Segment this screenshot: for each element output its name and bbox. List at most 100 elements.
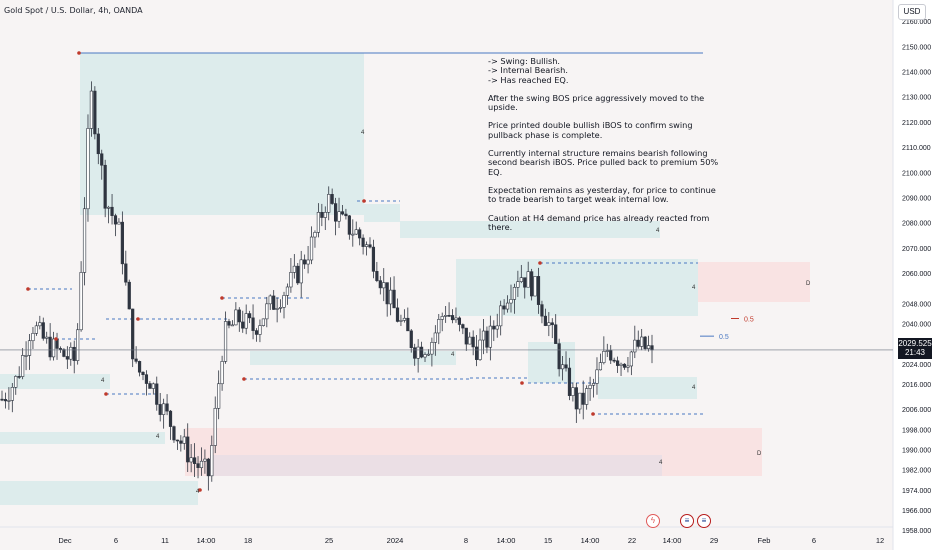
candle [113,213,118,237]
zone-timeframe-label: 4 [656,228,660,234]
candle [196,456,200,479]
candle-body [0,398,4,401]
candle-body [574,387,578,410]
swing-point-marker [242,377,246,381]
candle [385,282,389,317]
candle [471,330,475,356]
candle [512,283,517,314]
candle [316,203,321,238]
candle [550,318,554,339]
us-flag-event-icon[interactable]: ≡ [697,514,711,528]
lightning-event-icon[interactable]: ϟ [646,514,660,528]
candle [636,330,640,349]
candle [303,254,307,269]
zone-timeframe-label: 4 [101,378,105,384]
candle-body [430,342,434,355]
currency-button[interactable]: USD [898,4,926,20]
time-tick-label: 29 [710,536,718,545]
candle-body [223,321,228,362]
candle [454,307,458,323]
candle-body [217,383,221,409]
candle [622,363,627,370]
swing-point-marker [520,381,524,385]
us-flag-event-icon[interactable]: ≡ [680,514,694,528]
candle-body [282,295,286,308]
candle-body [62,349,66,357]
candle [93,86,97,140]
candle [464,327,468,351]
time-tick-label: 22 [628,536,636,545]
candle [581,380,585,420]
candle [179,435,183,452]
candle-body [69,346,73,360]
candle [361,234,365,255]
candle-body [230,324,235,327]
candle-body [402,317,406,321]
candle [399,314,403,326]
candle [629,350,633,376]
candle [141,371,145,381]
candle [423,352,427,363]
candle [21,348,25,380]
candle-body [7,400,11,402]
candle-body [540,304,544,317]
candle-body [220,361,224,385]
candle-body [131,308,135,360]
swing-point-marker [591,412,595,416]
candle-body [320,212,324,218]
candle [609,345,613,364]
candle [144,370,149,396]
candle-body [516,281,520,288]
candle-body [375,271,379,281]
zone-demand [456,259,698,316]
candle-body [409,330,413,348]
candle [309,226,314,265]
candle-body [82,208,87,273]
candle-body [58,348,63,350]
zone-timeframe-label: 4 [659,460,663,466]
candle-body [433,332,437,343]
swing-point-marker [54,337,58,341]
candle [10,383,14,413]
price-tick-label: 1966.000 [902,508,931,515]
price-tick-label: 2048.000 [902,301,931,308]
candle [571,382,575,402]
candle-body [454,317,458,321]
candle [547,312,551,337]
candle-body [399,320,403,322]
candle [7,387,11,410]
swing-point-marker [198,488,202,492]
candle [505,295,510,313]
candle [540,300,544,324]
candle-body [309,236,314,261]
candle [327,186,331,221]
candle [275,297,279,323]
candle-body [107,206,111,209]
candle [265,296,269,328]
candle-body [488,325,492,348]
candle [131,308,135,368]
candle-body [444,315,448,317]
zone-demand [250,351,456,365]
candle-body [471,336,475,348]
candle [595,357,599,395]
candle-body [485,330,489,348]
candle [323,206,327,231]
candle-body [182,436,186,444]
candle-body [261,318,265,326]
price-tick-label: 2024.000 [902,362,931,369]
candle-body [41,322,45,339]
candle [192,443,197,478]
zone-demand [364,204,400,222]
time-tick-label: 6 [812,536,816,545]
candle [120,211,124,275]
candle-body [79,272,83,331]
candle [371,239,376,279]
candle [34,321,38,336]
candle-body [148,383,152,389]
candle-body [199,460,204,468]
candle [358,227,362,246]
candle-body [395,307,400,322]
candle-body [292,265,296,273]
